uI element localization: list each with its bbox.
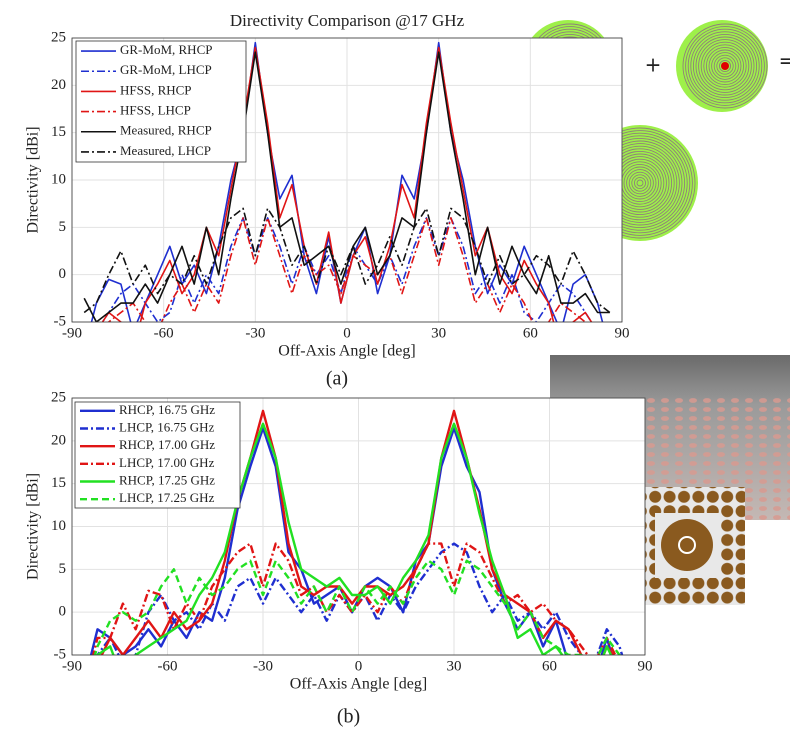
legend-label: RHCP, 17.00 GHz — [119, 437, 215, 452]
y-tick-label: 25 — [51, 389, 66, 405]
chart: -90 -60 -30 0 30 60 90 -5 0 5 10 15 20 25 Off-Axis Ang… — [25, 389, 653, 727]
series-line — [93, 559, 621, 655]
legend-label: HFSS, RHCP — [120, 82, 192, 97]
caption: (b) — [337, 706, 360, 728]
y-tick-label: 20 — [51, 77, 66, 93]
array-ring — [631, 174, 649, 192]
chart-title: Directivity Comparison @17 GHz — [230, 11, 465, 30]
array-ring — [633, 176, 647, 190]
y-tick-label: 0 — [59, 604, 67, 620]
legend-label: LHCP, 17.00 GHz — [119, 455, 215, 470]
series-line — [107, 217, 587, 322]
series-line — [92, 542, 617, 655]
array-ring — [713, 54, 737, 78]
array-ring — [628, 171, 652, 195]
x-tick-label: -90 — [62, 325, 82, 341]
x-tick-label: 90 — [638, 658, 653, 674]
y-tick-label: 5 — [59, 561, 67, 577]
x-tick-label: -30 — [253, 658, 273, 674]
legend-box — [75, 40, 247, 163]
array-ring — [685, 26, 765, 106]
array-ring — [626, 169, 654, 197]
y-tick-label: 5 — [59, 219, 67, 235]
y-tick-label: -5 — [54, 646, 67, 662]
array-ring — [700, 41, 750, 91]
legend-label: GR-MoM, RHCP — [120, 42, 212, 57]
array-ring — [698, 39, 752, 93]
legend-label: RHCP, 17.25 GHz — [119, 472, 215, 487]
x-tick-label: -60 — [158, 658, 178, 674]
array-ring — [708, 49, 742, 83]
legend-label: GR-MoM, LHCP — [120, 62, 212, 77]
x-tick-label: 0 — [355, 658, 363, 674]
legend-box — [74, 401, 241, 509]
legend-label: Measured, LHCP — [120, 143, 211, 158]
y-tick-label: 0 — [59, 266, 67, 282]
x-tick-label: -90 — [62, 658, 82, 674]
array-ring — [682, 23, 768, 109]
legend-label: LHCP, 17.25 GHz — [119, 490, 215, 505]
x-axis-label: Off-Axis Angle [deg] — [290, 676, 427, 693]
array-ring — [695, 36, 755, 96]
array-ring — [623, 166, 657, 200]
plus: + — [645, 53, 662, 77]
series-line — [96, 422, 613, 655]
legend-label: HFSS, LHCP — [120, 103, 191, 118]
y-tick-label: 15 — [51, 475, 66, 491]
y-tick-label: 20 — [51, 432, 66, 448]
y-tick-label: 25 — [51, 29, 66, 45]
y-tick-label: 10 — [51, 518, 66, 534]
array-ring — [716, 57, 734, 75]
y-axis-label: Directivity [dBi] — [25, 473, 42, 580]
x-tick-label: 90 — [615, 325, 630, 341]
legend: GR-MoM, RHCP GR-MoM, LHCP HFSS, RHCP HFSS, … — [75, 40, 247, 163]
legend: RHCP, 16.75 GHz LHCP, 16.75 GHz RHCP, 17.0… — [74, 401, 241, 509]
legend-label: Measured, RHCP — [120, 123, 212, 138]
array-ring — [687, 28, 763, 104]
x-tick-label: 60 — [523, 325, 538, 341]
y-tick-label: 10 — [51, 171, 66, 187]
array-ring — [705, 46, 745, 86]
array-ring — [636, 179, 644, 187]
series-line — [101, 46, 593, 322]
y-axis-label: Directivity [dBi] — [25, 126, 42, 233]
array-ring — [690, 31, 760, 101]
array-ring — [711, 52, 739, 80]
array-ring — [692, 33, 758, 99]
x-tick-label: 30 — [447, 658, 462, 674]
legend-label: RHCP, 16.75 GHz — [119, 402, 215, 417]
caption: (a) — [326, 368, 348, 390]
plot-frame — [71, 37, 623, 323]
feed — [721, 62, 729, 70]
unit-cell-ring — [678, 536, 696, 554]
x-tick-label: 30 — [431, 325, 446, 341]
x-axis-label: Off-Axis Angle [deg] — [278, 343, 415, 360]
array-ring — [703, 44, 747, 88]
x-tick-label: 60 — [542, 658, 557, 674]
x-tick-label: -30 — [245, 325, 265, 341]
series-line — [83, 207, 611, 314]
x-tick-label: -60 — [154, 325, 174, 341]
equals: = — [779, 49, 790, 73]
y-tick-label: -5 — [54, 313, 67, 329]
x-tick-label: 0 — [343, 325, 351, 341]
array-ring — [718, 59, 732, 73]
chart: -90 -60 -30 0 30 60 90 -5 0 5 10 15 20 25 Directivity … — [25, 11, 630, 390]
legend-label: LHCP, 16.75 GHz — [119, 419, 215, 434]
plot-frame — [71, 397, 646, 656]
y-tick-label: 15 — [51, 124, 66, 140]
series-line — [101, 217, 593, 322]
series-line — [83, 51, 610, 322]
unit-cell-patch — [661, 519, 713, 571]
